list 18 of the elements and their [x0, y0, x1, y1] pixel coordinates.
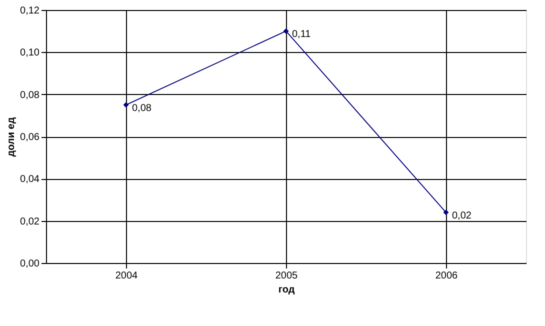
x-axis-title: год: [278, 284, 296, 296]
data-label: 0,02: [452, 210, 472, 222]
y-axis-title: доли ед: [6, 116, 18, 157]
point: [443, 210, 449, 216]
x-tick-label: 2005: [275, 270, 298, 282]
point: [123, 102, 129, 108]
data-label: 0,11: [292, 29, 312, 40]
y-tick-label: 0,10: [20, 48, 40, 59]
x-tick-label: 2006: [435, 270, 458, 282]
y-tick-label: 0,08: [20, 90, 40, 101]
x-tick-label: 2004: [115, 270, 138, 282]
y-tick-label: 0,04: [20, 174, 40, 186]
y-tick-label: 0,02: [20, 216, 40, 228]
y-tick-label: 0,00: [20, 258, 40, 270]
data-label: 0,08: [132, 102, 152, 114]
y-tick-label: 0,12: [20, 6, 40, 16]
point: [283, 28, 289, 34]
y-tick-label: 0,06: [20, 132, 40, 143]
